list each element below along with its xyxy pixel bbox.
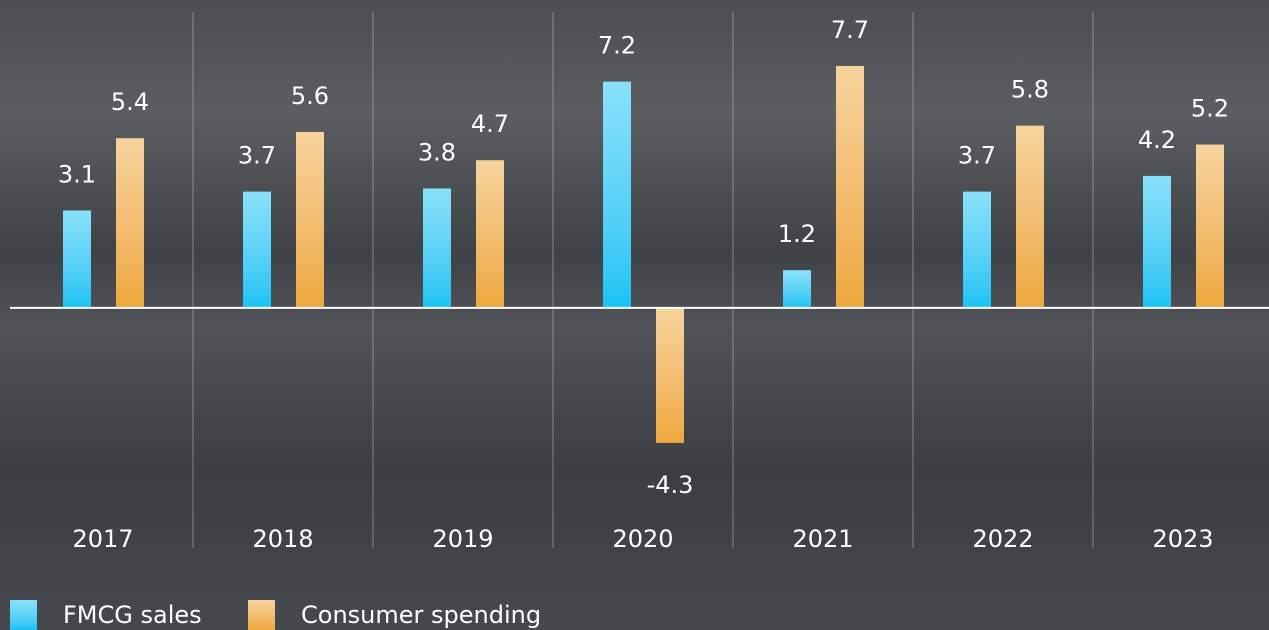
page: {"chart_data": {"type": "bar", "categori… — [0, 0, 1269, 630]
bar — [423, 188, 451, 307]
bar — [476, 160, 504, 308]
legend-label: FMCG sales — [63, 601, 202, 629]
value-label: 4.7 — [471, 110, 509, 138]
value-label: 5.4 — [111, 88, 149, 116]
value-label: 3.8 — [418, 138, 456, 166]
value-label: 7.2 — [598, 32, 636, 60]
value-label: 5.8 — [1011, 76, 1049, 104]
x-tick-label: 2022 — [972, 525, 1033, 553]
value-label: 5.6 — [291, 82, 329, 110]
value-label: 5.2 — [1191, 95, 1229, 123]
value-label: 1.2 — [778, 220, 816, 248]
x-tick-label: 2020 — [612, 525, 673, 553]
bar — [1196, 145, 1224, 308]
bar — [63, 210, 91, 307]
bar — [1016, 126, 1044, 308]
bar — [603, 82, 631, 308]
x-tick-label: 2018 — [252, 525, 313, 553]
value-label: 3.1 — [58, 160, 96, 188]
bar — [783, 270, 811, 308]
value-label: 7.7 — [831, 16, 869, 44]
bar — [243, 192, 271, 308]
x-tick-label: 2017 — [72, 525, 133, 553]
bar — [836, 66, 864, 308]
bar — [963, 192, 991, 308]
x-tick-label: 2021 — [792, 525, 853, 553]
bar — [656, 308, 684, 443]
bar — [296, 132, 324, 308]
bar — [116, 138, 144, 308]
value-label: -4.3 — [647, 471, 694, 499]
value-label: 3.7 — [238, 142, 276, 170]
legend-label: Consumer spending — [301, 601, 541, 629]
value-label: 4.2 — [1138, 126, 1176, 154]
x-tick-label: 2019 — [432, 525, 493, 553]
chart: 2017 3.1 5.4 2018 3.7 5.6 2019 3.8 4.7 2020 7.2 -4.… — [0, 0, 1269, 630]
value-label: 3.7 — [958, 142, 996, 170]
x-tick-label: 2023 — [1152, 525, 1213, 553]
legend-swatch — [10, 600, 37, 630]
legend-swatch — [248, 600, 275, 630]
bar — [1143, 176, 1171, 308]
